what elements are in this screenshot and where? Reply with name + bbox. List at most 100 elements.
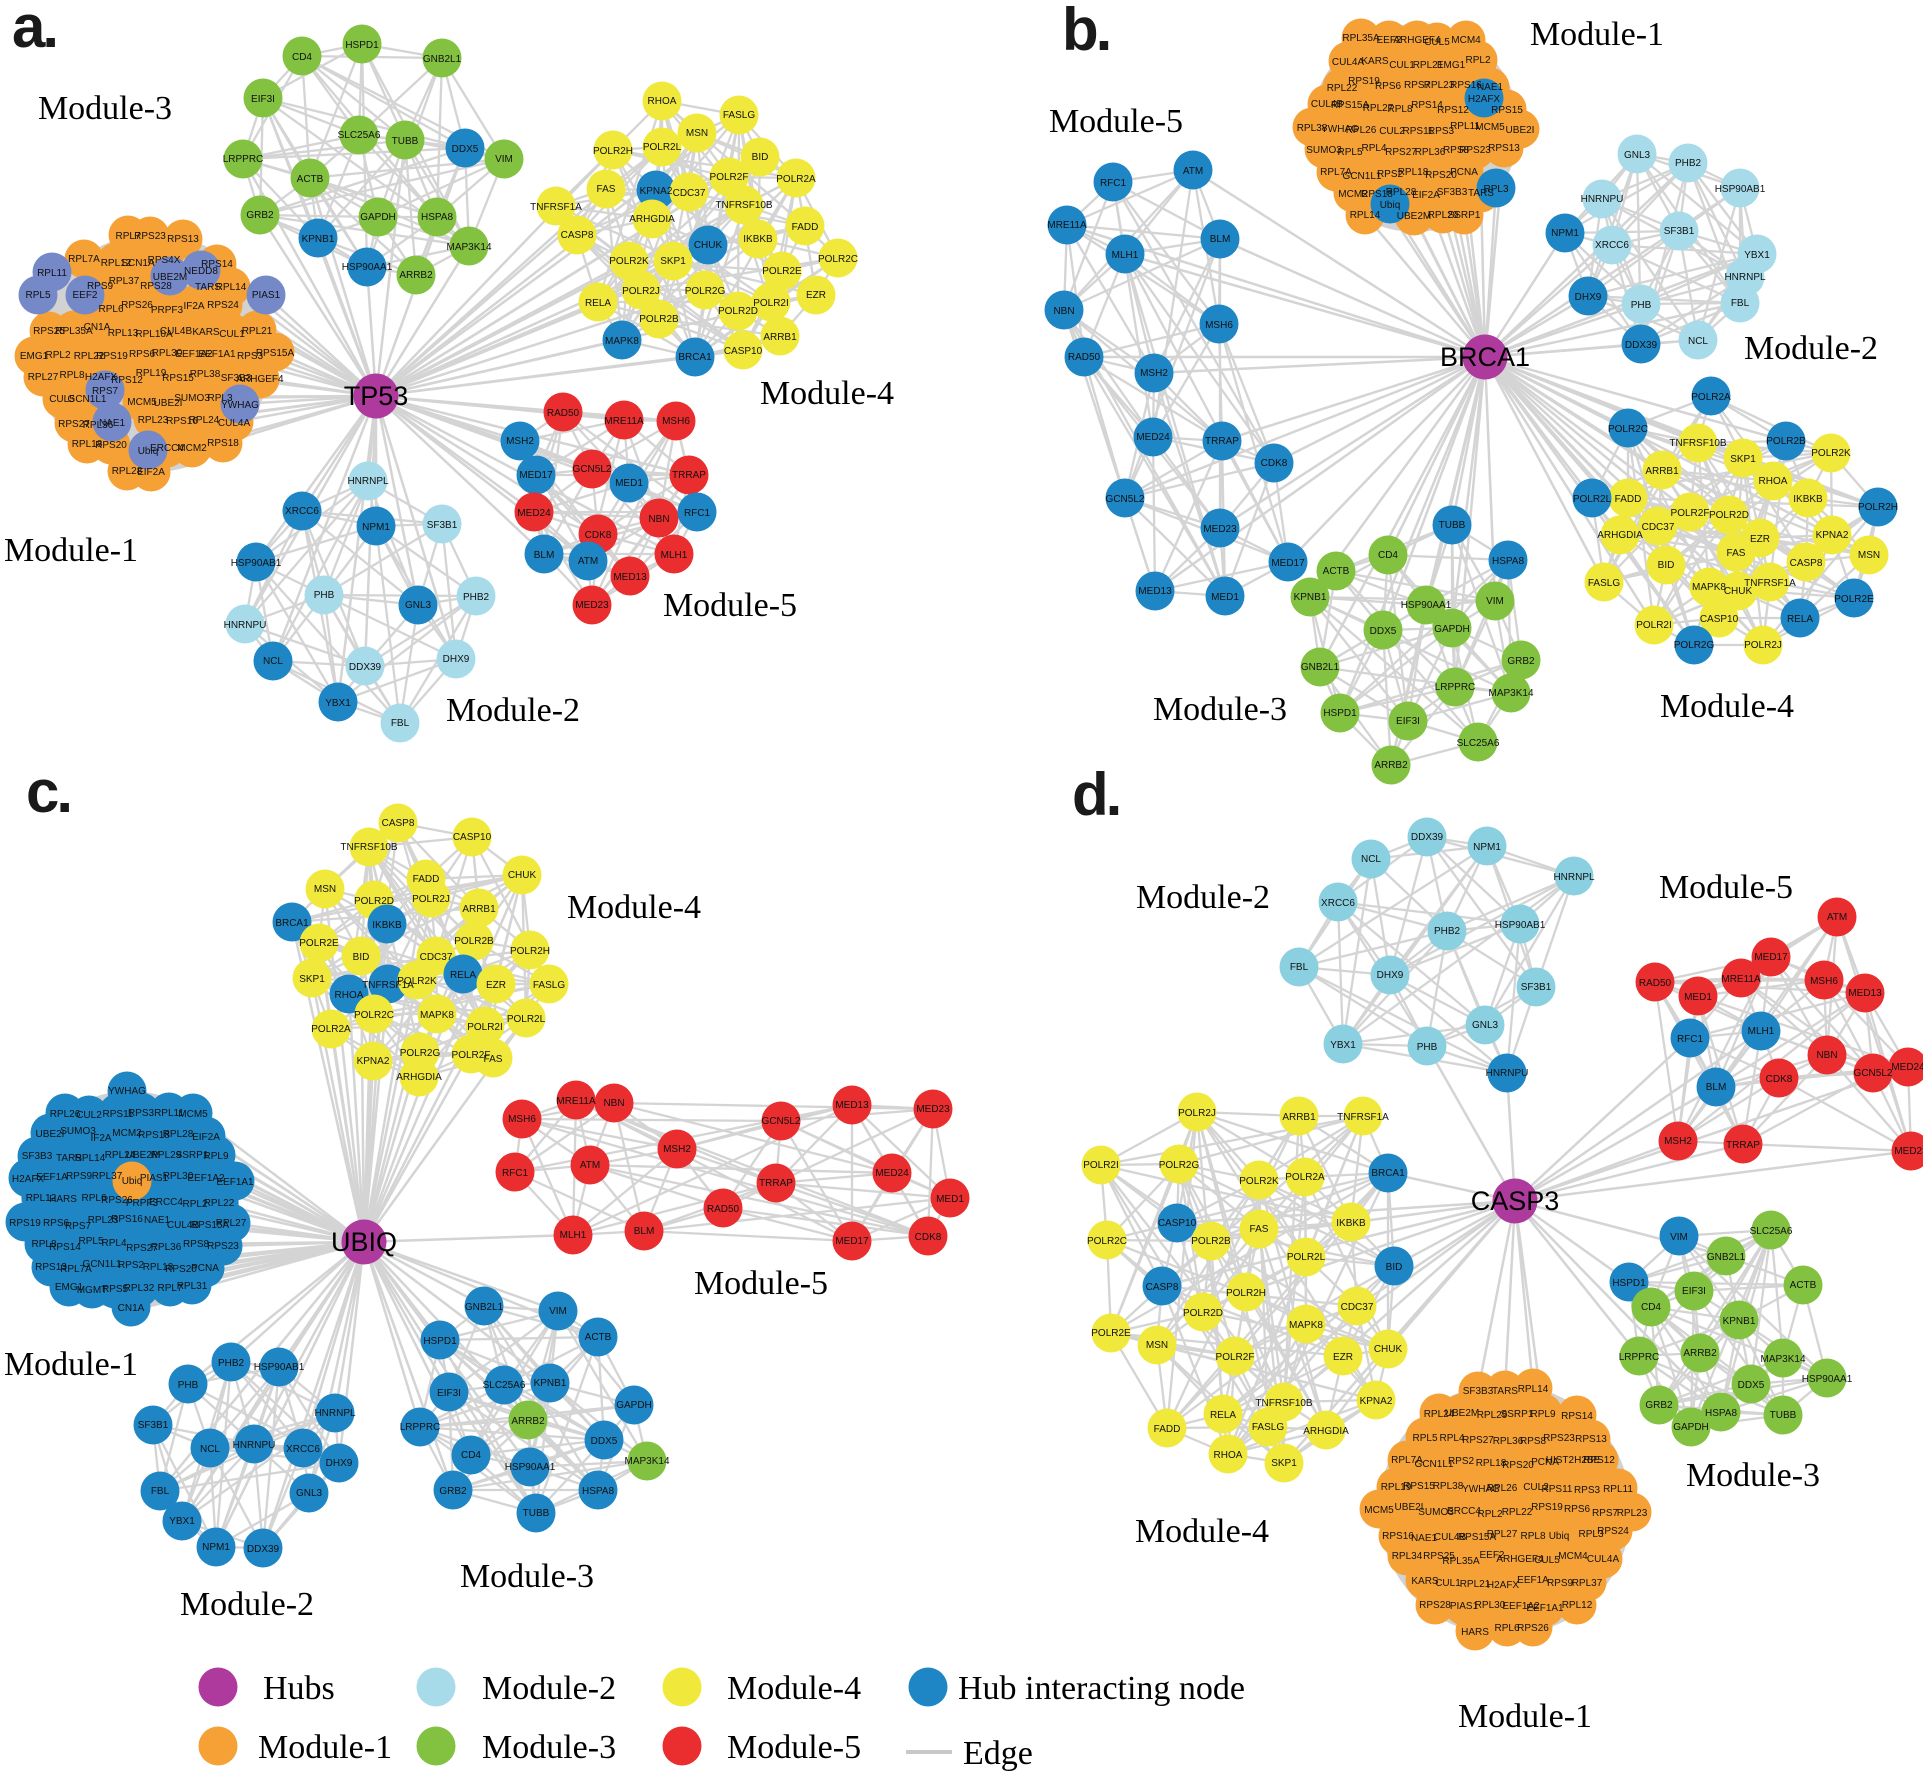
svg-text:TRRAP: TRRAP xyxy=(1205,436,1239,447)
svg-text:EZR: EZR xyxy=(806,290,826,301)
svg-text:CDK8: CDK8 xyxy=(585,530,612,541)
svg-text:PHB2: PHB2 xyxy=(218,1358,245,1369)
svg-text:RHOA: RHOA xyxy=(1214,1450,1243,1461)
svg-text:CUL4B: CUL4B xyxy=(1434,1532,1467,1543)
svg-text:CD4: CD4 xyxy=(1378,550,1398,561)
svg-text:YBX1: YBX1 xyxy=(325,698,351,709)
svg-text:POLR2F: POLR2F xyxy=(1216,1352,1255,1363)
svg-text:RPL30: RPL30 xyxy=(163,1171,194,1182)
svg-text:YWHAG: YWHAG xyxy=(108,1086,146,1097)
svg-text:POLR2K: POLR2K xyxy=(1811,448,1851,459)
svg-text:ATM: ATM xyxy=(1183,166,1203,177)
svg-text:KARS: KARS xyxy=(192,327,220,338)
svg-text:PIAS1: PIAS1 xyxy=(1450,1601,1479,1612)
svg-text:POLR2D: POLR2D xyxy=(718,306,758,317)
svg-text:HSP90AB1: HSP90AB1 xyxy=(254,1362,305,1373)
svg-text:NAE1: NAE1 xyxy=(1411,1533,1438,1544)
svg-text:GNL3: GNL3 xyxy=(1472,1020,1499,1031)
svg-text:POLR2J: POLR2J xyxy=(412,894,450,905)
svg-text:MED13: MED13 xyxy=(1138,586,1172,597)
svg-text:MED23: MED23 xyxy=(916,1104,950,1115)
svg-text:RPS20: RPS20 xyxy=(165,1264,197,1275)
svg-text:RHOA: RHOA xyxy=(335,990,364,1001)
svg-text:HIST2H2BE: HIST2H2BE xyxy=(1546,1455,1601,1466)
svg-text:TRRAP: TRRAP xyxy=(672,470,706,481)
svg-text:TUBB: TUBB xyxy=(523,1508,550,1519)
svg-text:RPL3: RPL3 xyxy=(1483,184,1508,195)
svg-text:RPS15A: RPS15A xyxy=(256,348,295,359)
svg-text:VIM: VIM xyxy=(1486,596,1504,607)
svg-text:RPS15: RPS15 xyxy=(1403,1481,1435,1492)
svg-text:TARS: TARS xyxy=(56,1153,82,1164)
svg-text:MSH6: MSH6 xyxy=(1205,320,1233,331)
svg-text:PHB2: PHB2 xyxy=(1675,158,1702,169)
svg-text:MAPK8: MAPK8 xyxy=(605,336,639,347)
svg-text:RPS14: RPS14 xyxy=(1411,100,1443,111)
svg-text:GRB2: GRB2 xyxy=(246,210,274,221)
svg-text:BID: BID xyxy=(1658,560,1675,571)
svg-text:RPL21: RPL21 xyxy=(1413,60,1444,71)
svg-text:ARHGDIA: ARHGDIA xyxy=(629,214,675,225)
svg-text:NBN: NBN xyxy=(603,1098,624,1109)
svg-text:RAD50: RAD50 xyxy=(1639,978,1672,989)
svg-text:MED24: MED24 xyxy=(875,1168,909,1179)
svg-text:TUBB: TUBB xyxy=(392,136,419,147)
svg-text:RPL27: RPL27 xyxy=(28,372,59,383)
svg-text:RELA: RELA xyxy=(1210,1410,1236,1421)
svg-text:RPL9: RPL9 xyxy=(1530,1409,1555,1420)
svg-text:Hubs: Hubs xyxy=(263,1670,335,1707)
svg-text:POLR2D: POLR2D xyxy=(1183,1308,1223,1319)
svg-text:RPL28: RPL28 xyxy=(112,466,143,477)
svg-text:RPL22: RPL22 xyxy=(1502,1507,1533,1518)
svg-text:Hub interacting node: Hub interacting node xyxy=(958,1670,1245,1707)
svg-text:POLR2K: POLR2K xyxy=(609,256,649,267)
svg-text:DDX39: DDX39 xyxy=(1625,340,1658,351)
svg-text:NAE1: NAE1 xyxy=(144,1215,171,1226)
svg-text:HSP90AB1: HSP90AB1 xyxy=(1715,184,1766,195)
svg-text:RPL3: RPL3 xyxy=(207,393,232,404)
svg-text:GCN5L2: GCN5L2 xyxy=(573,464,612,475)
svg-text:MRE11A: MRE11A xyxy=(1047,220,1087,231)
svg-text:RFC1: RFC1 xyxy=(1100,178,1127,189)
svg-text:ARHGDIA: ARHGDIA xyxy=(1597,530,1643,541)
svg-text:RFC1: RFC1 xyxy=(502,1168,529,1179)
svg-text:RPL38: RPL38 xyxy=(190,369,221,380)
svg-text:CUL4B: CUL4B xyxy=(167,1220,200,1231)
svg-text:GNB2L1: GNB2L1 xyxy=(1707,1252,1746,1263)
svg-text:MLH1: MLH1 xyxy=(1748,1026,1775,1037)
svg-text:POLR2L: POLR2L xyxy=(643,142,682,153)
svg-text:EZR: EZR xyxy=(1750,534,1770,545)
svg-text:ATM: ATM xyxy=(1827,912,1847,923)
svg-text:RPL14: RPL14 xyxy=(1350,210,1381,221)
svg-text:POLR2C: POLR2C xyxy=(1608,424,1648,435)
svg-text:RPS6: RPS6 xyxy=(129,349,156,360)
svg-text:MSN: MSN xyxy=(1858,550,1880,561)
svg-text:SUMO3: SUMO3 xyxy=(1418,1507,1454,1518)
svg-text:CUL2: CUL2 xyxy=(1523,1482,1549,1493)
svg-text:RPS14: RPS14 xyxy=(201,259,233,270)
svg-text:HNRNPL: HNRNPL xyxy=(1553,872,1595,883)
svg-text:RPL4: RPL4 xyxy=(1361,143,1386,154)
svg-text:BLM: BLM xyxy=(1210,234,1231,245)
svg-text:Ubiq: Ubiq xyxy=(1380,200,1401,211)
svg-text:BLM: BLM xyxy=(1706,1082,1727,1093)
svg-text:RPS4X: RPS4X xyxy=(148,255,181,266)
svg-text:XRCC6: XRCC6 xyxy=(285,506,319,517)
svg-text:Module-3: Module-3 xyxy=(1153,691,1287,728)
svg-text:RPL7A: RPL7A xyxy=(60,1264,92,1275)
svg-text:RPL21: RPL21 xyxy=(1460,1579,1491,1590)
svg-text:GCN1L1: GCN1L1 xyxy=(68,394,107,405)
svg-text:POLR2D: POLR2D xyxy=(1709,510,1749,521)
svg-text:HSPA8: HSPA8 xyxy=(582,1486,614,1497)
svg-text:RPS18: RPS18 xyxy=(1361,189,1393,200)
svg-text:ATM: ATM xyxy=(580,1160,600,1171)
svg-text:CUL1: CUL1 xyxy=(1435,1578,1461,1589)
svg-text:RPS15A: RPS15A xyxy=(1458,1532,1497,1543)
svg-text:CUL4A: CUL4A xyxy=(1332,57,1365,68)
svg-text:BID: BID xyxy=(1386,1262,1403,1273)
svg-text:RPL24: RPL24 xyxy=(105,1150,136,1161)
svg-text:CASP3: CASP3 xyxy=(1471,1186,1560,1216)
svg-text:RPL9: RPL9 xyxy=(203,1151,228,1162)
svg-text:MRE11A: MRE11A xyxy=(1721,974,1761,985)
svg-text:VIM: VIM xyxy=(549,1306,567,1317)
